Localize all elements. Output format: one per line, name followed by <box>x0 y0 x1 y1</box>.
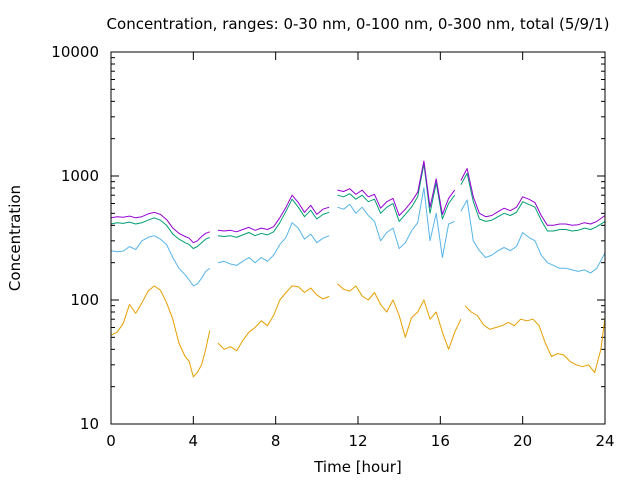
series-line-3 <box>217 198 330 238</box>
series-line-2 <box>337 187 455 258</box>
series-line-2 <box>460 199 606 274</box>
series-line-4 <box>460 168 606 226</box>
y-axis-label: Concentration <box>6 185 24 291</box>
series-line-1 <box>110 285 211 378</box>
x-axis-label: Time [hour] <box>313 458 402 476</box>
series-line-4 <box>337 160 456 216</box>
y-tick-label: 10 <box>80 415 99 433</box>
series-line-2 <box>110 235 211 287</box>
x-tick-label: 8 <box>271 432 281 450</box>
series-line-3 <box>337 163 456 222</box>
x-tick-label: 0 <box>106 432 116 450</box>
series-line-1 <box>217 285 330 352</box>
series-line-3 <box>110 217 210 249</box>
series-line-1 <box>337 283 462 350</box>
series-line-2 <box>217 222 330 266</box>
x-tick-label: 24 <box>595 432 614 450</box>
x-tick-label: 12 <box>348 432 367 450</box>
y-tick-label: 10000 <box>51 43 99 61</box>
x-tick-label: 20 <box>513 432 532 450</box>
series-layer <box>110 160 606 378</box>
series-line-1 <box>464 305 606 373</box>
y-tick-label: 1000 <box>61 167 99 185</box>
series-line-4 <box>217 194 330 233</box>
x-tick-label: 16 <box>431 432 450 450</box>
series-line-4 <box>110 211 210 244</box>
series-line-3 <box>460 172 606 232</box>
chart-title: Concentration, ranges: 0-30 nm, 0-100 nm… <box>107 15 610 33</box>
x-tick-label: 4 <box>189 432 199 450</box>
plot-frame <box>110 51 606 425</box>
y-tick-label: 100 <box>70 291 99 309</box>
